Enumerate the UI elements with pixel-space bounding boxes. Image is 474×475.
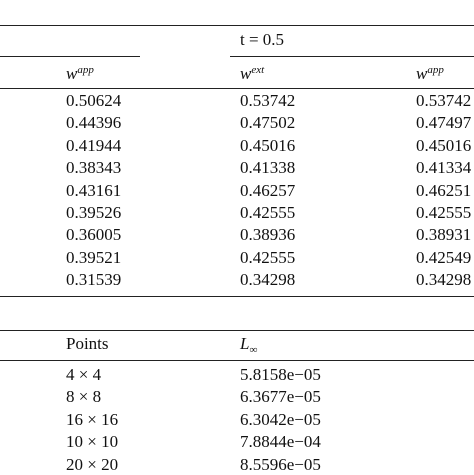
cell: 0.53742 [416,91,472,110]
cell: 0.50624 [66,91,122,110]
norm-subscript: ∞ [249,344,258,356]
cell: 0.39521 [66,247,122,267]
cell: 0.38936 [240,225,296,245]
column-symbol: w [416,64,428,83]
cell: 0.36005 [66,225,122,245]
cell: 0.42555 [416,203,472,222]
cell: 0.41334 [416,158,472,178]
cell: 0.47502 [240,113,296,133]
column-header: wext [240,60,264,84]
cell: 0.53742 [240,91,296,110]
cell: 0.38343 [66,158,122,178]
cell: 0.42549 [416,247,472,267]
cell: 0.41944 [66,135,122,155]
cell: 0.47497 [416,113,472,133]
cell: 7.8844e−04 [240,432,321,452]
cell: 0.46251 [416,180,472,200]
cell: 8 × 8 [66,387,102,407]
cell: 0.34298 [416,270,472,290]
cell: 0.39526 [66,203,122,222]
column-superscript: app [77,64,94,76]
cell: 0.38931 [416,225,472,245]
mid-rule [0,56,140,58]
cell: 4 × 4 [66,365,102,384]
cell: 0.42555 [240,247,296,267]
cell: 6.3677e−05 [240,387,321,407]
top-rule [0,25,474,27]
norm-header: L∞ [240,334,257,360]
cell: 0.42555 [240,203,296,222]
cell: 6.3042e−05 [240,409,321,429]
cell: 20 × 20 [66,454,119,474]
cell: 0.34298 [240,270,296,290]
cell: 0.45016 [416,135,472,155]
header-rule [0,360,474,362]
column-superscript: ext [251,64,265,76]
mid-rule [230,56,474,58]
header-rule [0,88,474,90]
cell: 0.44396 [66,113,122,133]
norm-symbol: L [240,334,250,353]
cell: 5.8158e−05 [240,365,321,384]
column-superscript: app [427,64,444,76]
top-rule [0,330,474,332]
time-label: t = 0.5 [240,30,285,49]
cell: 8.5596e−05 [240,454,321,474]
column-symbol: w [240,64,252,83]
cell: 0.45016 [240,135,296,155]
cell: 10 × 10 [66,432,119,452]
cell: 0.46257 [240,180,296,200]
column-symbol: w [66,64,78,83]
bottom-rule [0,296,474,298]
cell: 0.41338 [240,158,296,178]
column-header: wapp [66,60,94,84]
column-header: wapp [416,60,444,84]
cell: 0.31539 [66,270,122,290]
cell: 0.43161 [66,180,122,200]
points-header: Points [66,334,109,353]
cell: 16 × 16 [66,409,119,429]
